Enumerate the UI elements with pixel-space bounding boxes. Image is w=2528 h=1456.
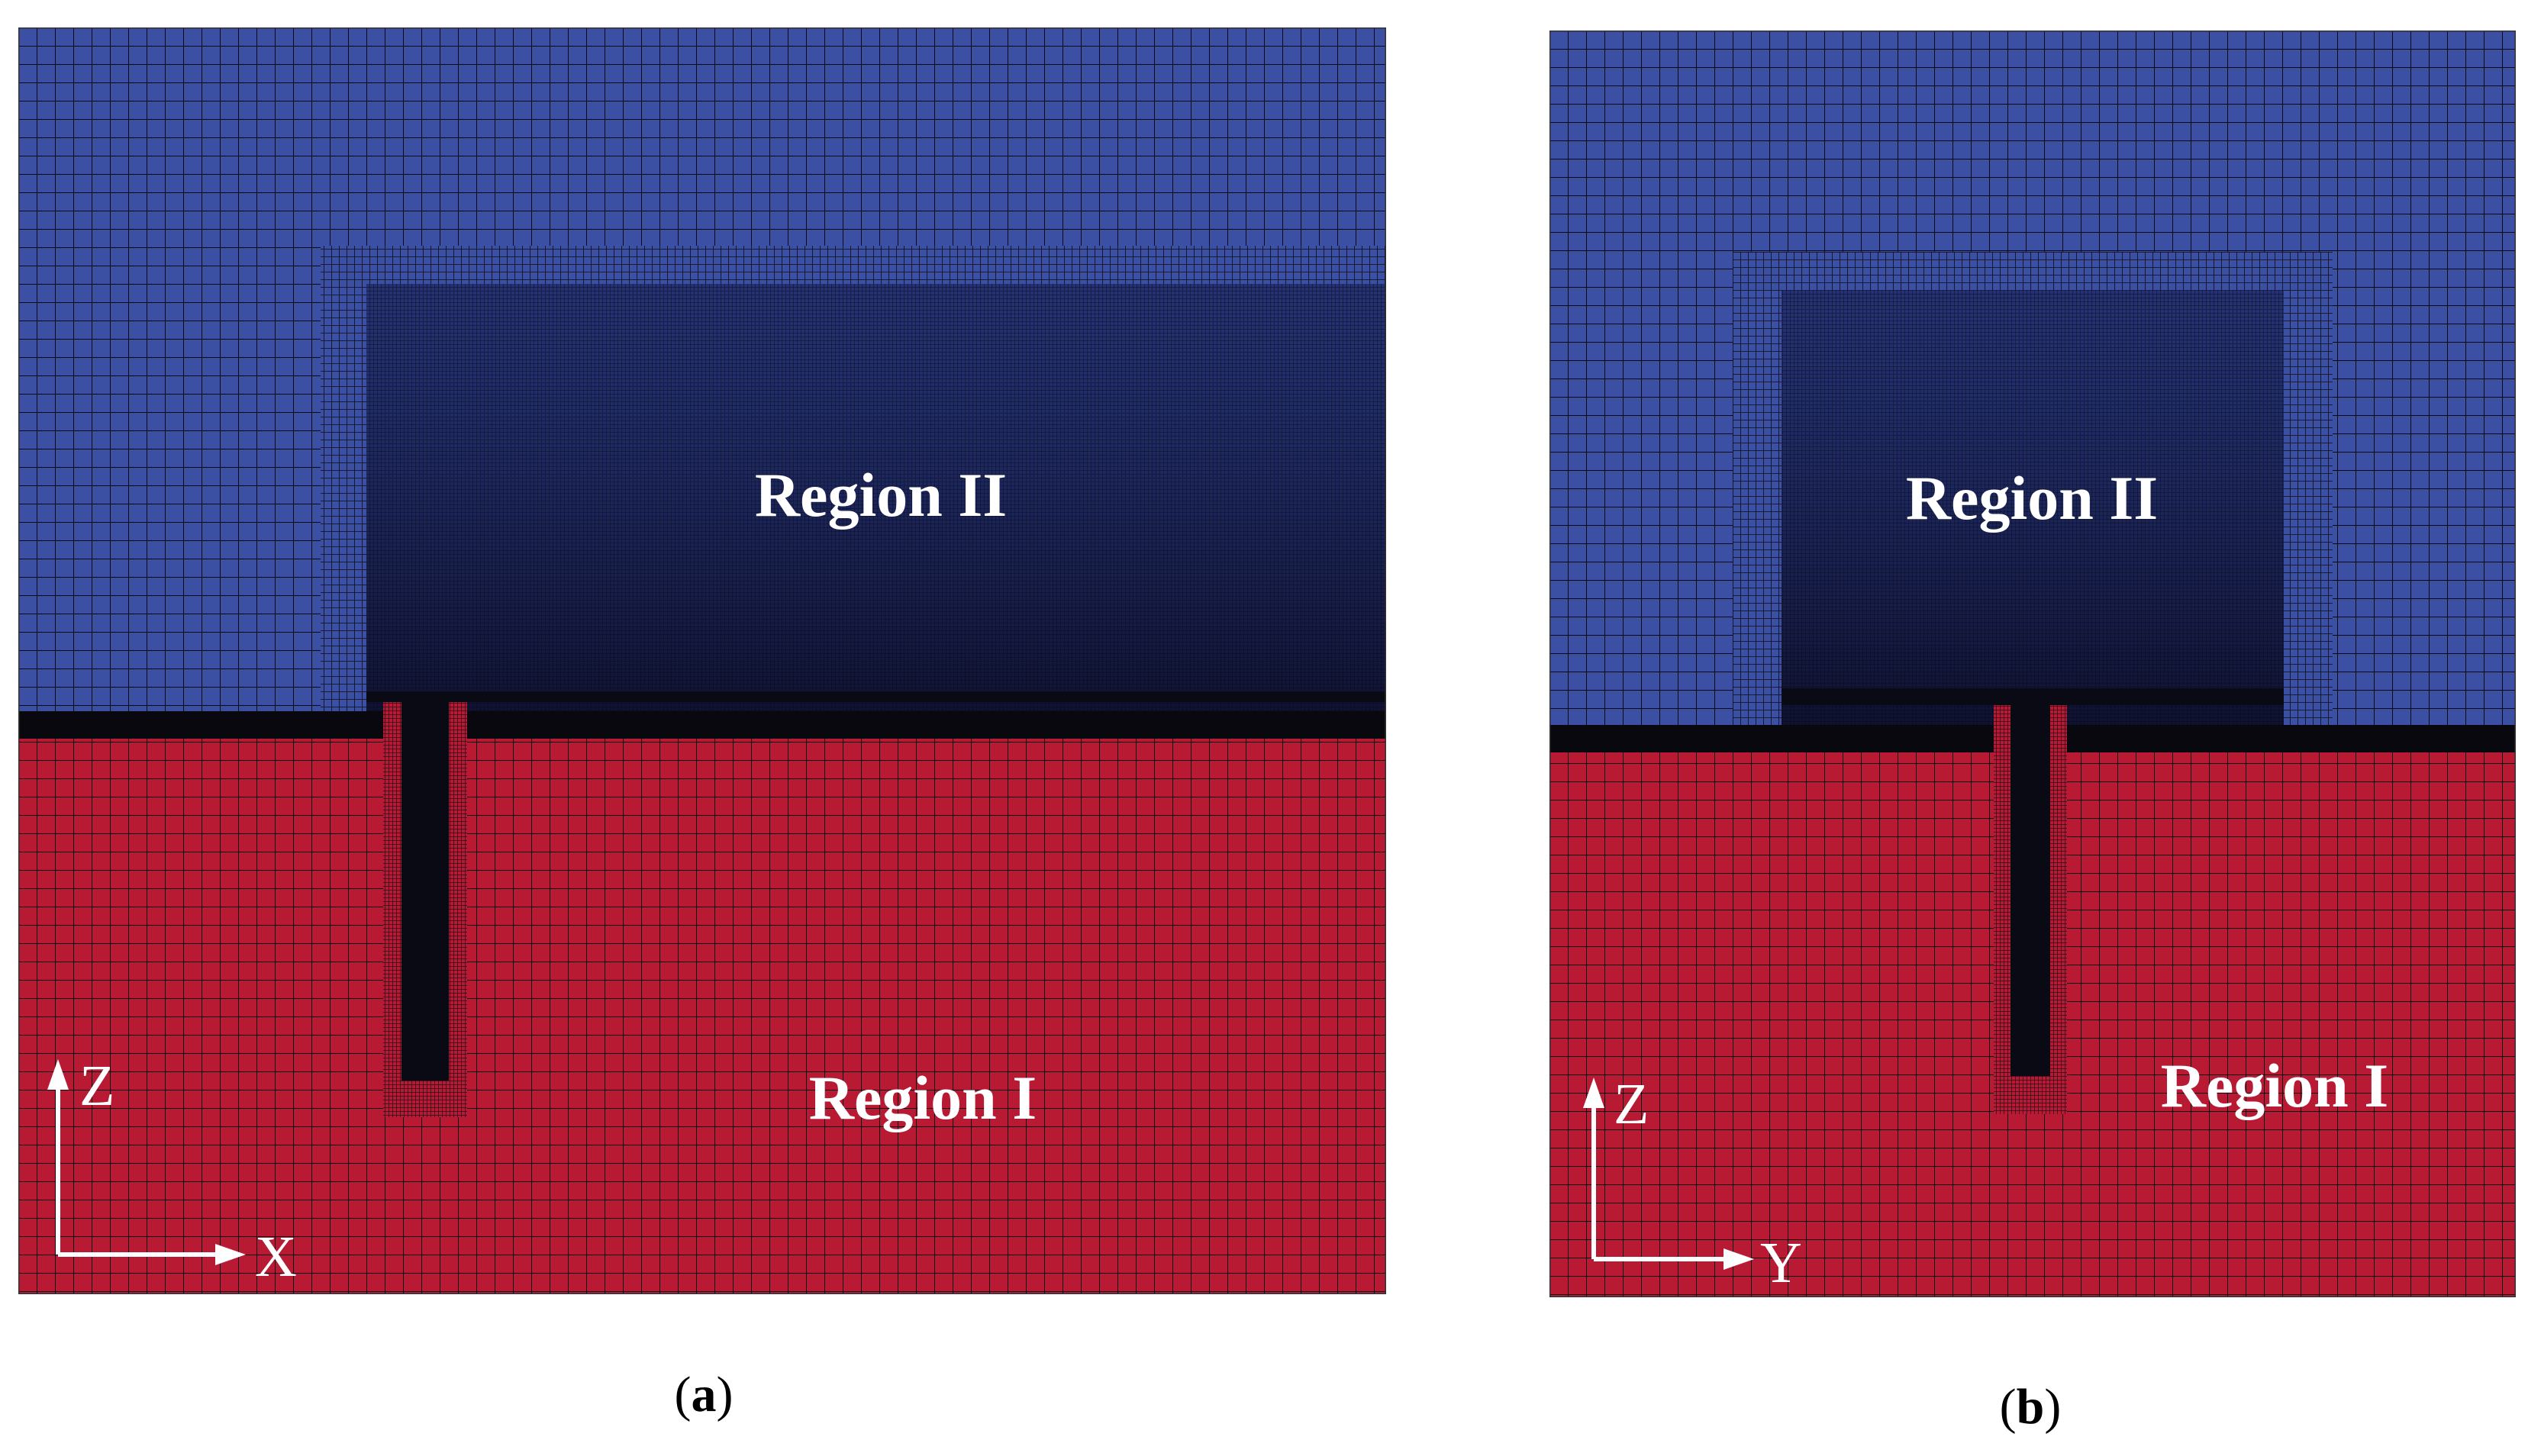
region-i-label: Region I xyxy=(2161,1051,2388,1120)
caption-a-letter: a xyxy=(691,1367,717,1422)
panel-a: Region II Region I Z X xyxy=(18,27,1386,1294)
y-arrowhead xyxy=(1723,1248,1754,1270)
deck xyxy=(366,691,1386,702)
region-i-label: Region I xyxy=(809,1063,1037,1132)
caption-a: (a) xyxy=(674,1367,734,1422)
axis-z-label: Z xyxy=(1614,1072,1649,1136)
x-arrowhead xyxy=(215,1244,246,1265)
axis-y-label: Y xyxy=(1760,1231,1802,1295)
caption-b-letter: b xyxy=(2016,1379,2045,1435)
z-arrowhead xyxy=(47,1059,69,1090)
axis-triad xyxy=(47,1059,246,1265)
deck xyxy=(1782,688,2284,705)
region-ii-label: Region II xyxy=(755,460,1007,530)
axis-triad xyxy=(1583,1078,1754,1270)
mesh-figure-b: Region II Region I Z Y xyxy=(1549,31,2516,1297)
z-arrowhead xyxy=(1583,1078,1604,1108)
region-ii-label: Region II xyxy=(1906,463,2158,533)
axis-z-label: Z xyxy=(79,1054,114,1118)
caption-b: (b) xyxy=(1999,1379,2062,1435)
interface-band xyxy=(18,711,1386,739)
mesh-figure-a: Region II Region I Z X xyxy=(18,27,1386,1294)
panel-b: Region II Region I Z Y xyxy=(1549,31,2516,1297)
axis-x-label: X xyxy=(255,1225,297,1289)
soil-mesh xyxy=(18,722,1386,1294)
